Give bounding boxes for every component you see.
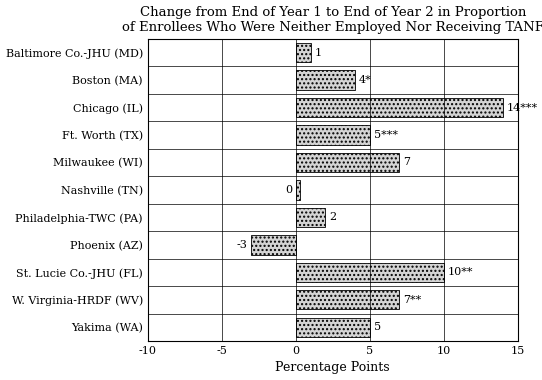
- Text: 7: 7: [403, 157, 410, 168]
- Bar: [296, 153, 399, 172]
- Bar: [296, 290, 399, 309]
- Bar: [296, 263, 444, 282]
- Text: 5***: 5***: [373, 130, 397, 140]
- Text: 2: 2: [329, 212, 336, 222]
- Text: -3: -3: [237, 240, 248, 250]
- Title: Change from End of Year 1 to End of Year 2 in Proportion
of Enrollees Who Were N: Change from End of Year 1 to End of Year…: [122, 6, 542, 33]
- Bar: [296, 98, 503, 117]
- Text: 4*: 4*: [359, 75, 371, 85]
- Bar: [251, 235, 296, 255]
- Bar: [296, 180, 300, 200]
- Bar: [296, 125, 370, 145]
- Text: 0: 0: [285, 185, 292, 195]
- Bar: [296, 208, 325, 227]
- Text: 5: 5: [373, 322, 380, 332]
- X-axis label: Percentage Points: Percentage Points: [275, 361, 390, 374]
- Bar: [296, 43, 311, 62]
- Text: 14***: 14***: [507, 103, 538, 112]
- Bar: [296, 70, 355, 90]
- Text: 10**: 10**: [448, 268, 473, 277]
- Bar: [296, 318, 370, 337]
- Text: 1: 1: [314, 48, 321, 58]
- Text: 7**: 7**: [403, 295, 421, 305]
